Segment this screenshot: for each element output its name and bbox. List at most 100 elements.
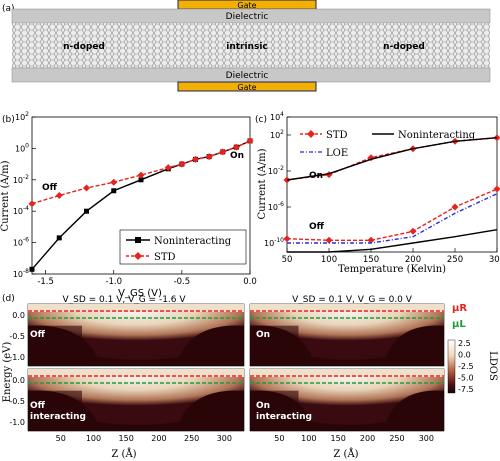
panel-c-legend: STD LOE Noninteracting (300, 130, 476, 159)
panel-b-xtick-label: -0.5 (174, 277, 191, 287)
panel-c-ylabel: Current (A/m) (257, 148, 268, 219)
panel-c-ytick-label: 10-6 (268, 201, 284, 212)
panel-b-marker (219, 148, 227, 156)
panel-d-ytick-label: 0.0 (12, 311, 25, 320)
panel-b-series (28, 137, 254, 272)
panel-c-xtick-label: 100 (321, 255, 337, 265)
region-center: intrinsic (226, 42, 268, 52)
panel-c-off-annotation: Off (309, 222, 325, 232)
panel-b-marker (137, 171, 145, 179)
panel-b-ytick-label: 10-6 (13, 237, 29, 248)
panel-b-marker (232, 143, 240, 151)
panel-b-legend-noninteracting: Noninteracting (154, 236, 232, 247)
panel-c-marker (367, 236, 375, 244)
panel-b-marker (192, 155, 199, 163)
colorbar-tick-label: 0.0 (458, 351, 471, 360)
panel-c-series (283, 134, 500, 253)
region-left: n-doped (63, 42, 105, 52)
colorbar-ticks: 2.5 0.0 -2.5 -5.0 -7.5 (458, 339, 474, 394)
panel-b-ytick-label: 10-2 (13, 174, 29, 185)
panel-d-xtick-label: 300 (419, 434, 434, 443)
mu-r-label: μR (452, 303, 467, 314)
panel-b-marker (29, 266, 35, 272)
panel-c-marker (451, 203, 459, 211)
panel-c-marker (493, 185, 500, 193)
panel-c-ytick-label: 104 (270, 111, 284, 122)
colorbar (447, 339, 456, 394)
panel-d-ylabel: Energy (eV) (2, 342, 13, 403)
panel-a: (a) Gate Dielectric n-doped intrinsic n-… (2, 0, 491, 92)
panel-b-marker (28, 200, 36, 208)
panel-d-xtick-label: 150 (119, 434, 134, 443)
panel-c-xtick-label: 250 (447, 255, 463, 265)
tag-off-interacting-2: interacting (30, 412, 86, 422)
panel-c-ytick-label: 102 (270, 129, 284, 140)
panel-d-title-off: V_SD = 0.1 V, V_G = -1.6 V (62, 295, 186, 305)
panel-b-xtick-label: 0.0 (243, 277, 257, 287)
panel-c-xtick-label: 50 (282, 255, 293, 265)
panel-d-title-on: V_SD = 0.1 V, V_G = 0.0 V (292, 295, 413, 305)
panel-b-marker (246, 137, 254, 145)
panel-c-marker (325, 236, 333, 244)
panel-d-xlabel-right: Z (Å) (333, 448, 358, 460)
panel-d-xtick-label: 100 (86, 434, 101, 443)
colorbar-tick-label: 2.5 (458, 339, 471, 348)
panel-c-frame (286, 116, 498, 253)
panel-c-legend-loe: LOE (326, 148, 348, 159)
panel-b-ytick-label: 10-8 (13, 268, 29, 279)
panel-b-ylabel: Current (A/m) (0, 160, 11, 231)
panel-d-xtick-label: 200 (151, 434, 166, 443)
panel-d-xtick-label: 50 (56, 434, 66, 443)
panel-d-xtick-label: 200 (360, 434, 375, 443)
top-gate-label: Gate (237, 1, 256, 10)
ldos-on (249, 303, 445, 367)
panel-c-series-line (286, 188, 498, 241)
panel-c-marker (283, 235, 291, 243)
ldos-off-interacting: 0.0 -0.5 -1.0 50 100 150 200 250 300 (9, 368, 245, 443)
panel-d-ytick-label: -0.5 (9, 332, 25, 341)
panel-d: (d) V_SD = 0.1 V, V_G = -1.6 V V_SD = 0.… (2, 294, 498, 460)
panel-d-xtick-label: 250 (389, 434, 404, 443)
region-right: n-doped (383, 42, 425, 52)
tag-off-interacting: Off (30, 401, 46, 411)
panel-c-legend-std: STD (326, 130, 348, 141)
panel-c-series-line (287, 229, 498, 253)
colorbar-tick-label: -5.0 (458, 374, 474, 383)
ldos-on-interacting: 50 100 150 200 250 300 (249, 368, 445, 443)
panel-b-marker (55, 192, 63, 199)
panel-d-ytick-label: 0.0 (12, 376, 25, 385)
panel-b-marker (178, 160, 186, 168)
colorbar-label: LDOS (487, 351, 498, 381)
tag-on-interacting-2: interacting (256, 412, 312, 422)
panel-b-marker (205, 153, 213, 161)
panel-b-marker (110, 178, 118, 186)
bottom-gate-label: Gate (237, 83, 256, 92)
panel-d-xtick-label: 150 (331, 434, 346, 443)
panel-c-ytick-label: 10-10 (264, 237, 284, 248)
tag-on-interacting: On (256, 401, 270, 411)
colorbar-tick-label: -2.5 (458, 362, 474, 371)
panel-d-xlabel-left: Z (Å) (111, 448, 136, 460)
panel-b-ytick-label: 10-4 (13, 205, 29, 216)
tag-on: On (256, 330, 270, 340)
panel-c-marker (409, 227, 417, 235)
panel-d-xtick-label: 100 (301, 434, 316, 443)
panel-b-axes: -1.5 -1.0 -0.5 0.0 10-8 10-6 10-4 10-2 100 102 (13, 111, 257, 287)
panel-c-ytick-label: 10-2 (268, 165, 284, 176)
panel-d-xtick-label: 250 (184, 434, 199, 443)
panel-b-off-annotation: Off (42, 183, 58, 193)
panel-d-ytick-label: -1.0 (9, 353, 25, 362)
panel-d-xtick-label: 300 (217, 434, 232, 443)
tag-off: Off (30, 330, 46, 340)
panel-b-legend: Noninteracting STD (119, 229, 247, 265)
panel-c-xtick-label: 200 (405, 255, 421, 265)
ldos-heatmaps: 0.0-0.5-1.00.0-0.5-1.050 100 150 200 250 300 5… (9, 303, 445, 443)
panel-c-on-annotation: On (309, 171, 323, 181)
panel-b-marker (56, 235, 62, 241)
panel-b-marker (84, 208, 89, 214)
panel-b: (b) -1.5 -1.0 -0.5 0.0 10-8 10-6 10-4 10-2 100 10… (0, 111, 257, 299)
panel-b-xtick-label: -1.5 (37, 277, 54, 287)
panel-d-label: (d) (2, 294, 15, 304)
panel-c-series-line (286, 137, 498, 181)
